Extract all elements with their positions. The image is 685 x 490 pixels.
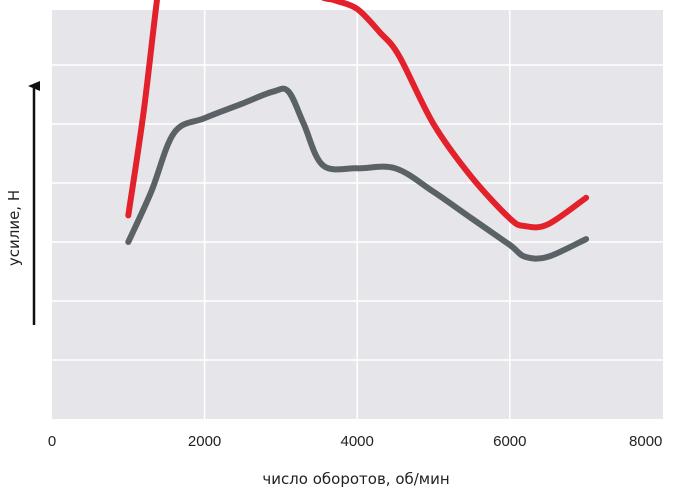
x-tick-label-3: 6000 xyxy=(493,433,526,450)
x-tick-labels: 0 2000 4000 6000 8000 xyxy=(48,433,663,450)
x-tick-label-0: 0 xyxy=(48,433,56,450)
x-tick-label-2: 4000 xyxy=(341,433,374,450)
series-line-0 xyxy=(125,0,590,231)
series-line-1 xyxy=(125,85,590,262)
x-tick-label-4: 8000 xyxy=(629,433,662,450)
x-axis-label: число оборотов, об/мин xyxy=(262,470,449,488)
x-tick-label-1: 2000 xyxy=(188,433,221,450)
series-group xyxy=(125,0,590,262)
y-axis-label: усилие, Н xyxy=(5,190,23,266)
